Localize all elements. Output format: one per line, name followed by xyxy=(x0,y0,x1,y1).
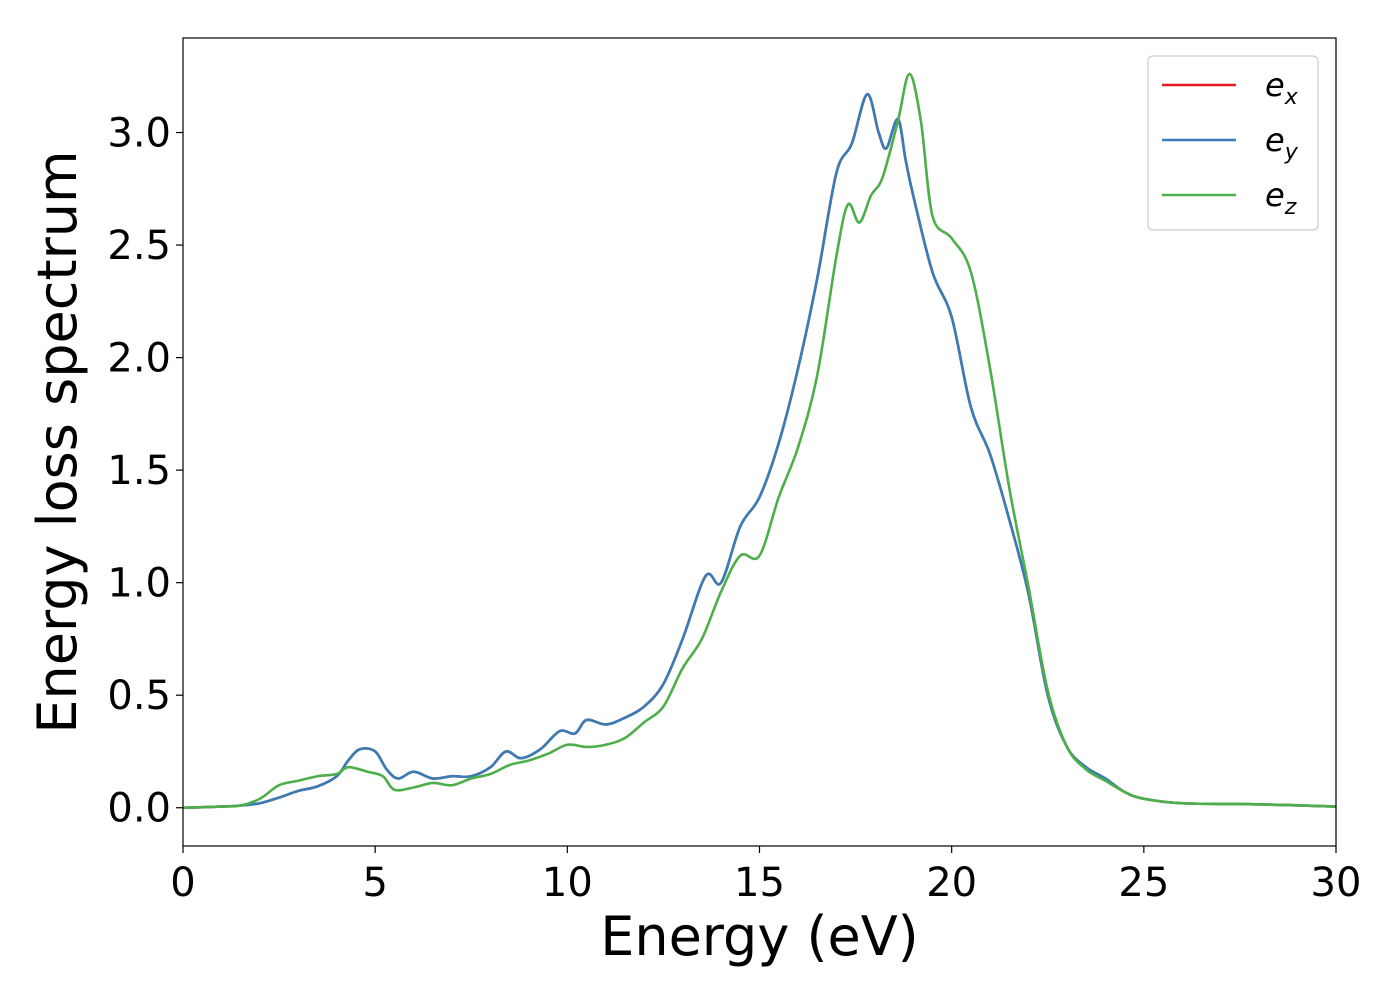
plot-area xyxy=(183,72,1336,810)
x-tick-label: 0 xyxy=(170,860,195,906)
y-tick-label: 2.0 xyxy=(107,336,171,382)
x-tick-label: 10 xyxy=(542,860,593,906)
x-tick-label: 25 xyxy=(1118,860,1169,906)
y-tick-label: 1.0 xyxy=(107,561,171,607)
series-line-e-z xyxy=(183,72,1336,810)
y-tick-label: 0.0 xyxy=(107,786,171,832)
y-tick-label: 3.0 xyxy=(107,111,171,157)
legend: ex ey ez xyxy=(1147,55,1319,231)
x-axis-ticks: 0 5 10 15 20 25 30 xyxy=(170,846,1361,906)
legend-box xyxy=(1147,55,1319,231)
series-line-e-y xyxy=(183,92,1336,810)
x-tick-label: 20 xyxy=(926,860,977,906)
legend-entry-label: ey xyxy=(1265,121,1299,165)
y-tick-label: 1.5 xyxy=(107,448,171,494)
x-tick-label: 30 xyxy=(1311,860,1362,906)
y-tick-label: 2.5 xyxy=(107,223,171,269)
y-axis-label: Energy loss spectrum xyxy=(26,150,89,733)
y-axis-ticks: 0.0 0.5 1.0 1.5 2.0 2.5 3.0 xyxy=(107,111,183,832)
legend-entry-label: ez xyxy=(1265,176,1297,220)
x-tick-label: 15 xyxy=(734,860,785,906)
y-tick-label: 0.5 xyxy=(107,673,171,719)
x-axis-label: Energy (eV) xyxy=(600,905,919,968)
x-tick-label: 5 xyxy=(362,860,387,906)
legend-entry-label: ex xyxy=(1265,66,1299,110)
